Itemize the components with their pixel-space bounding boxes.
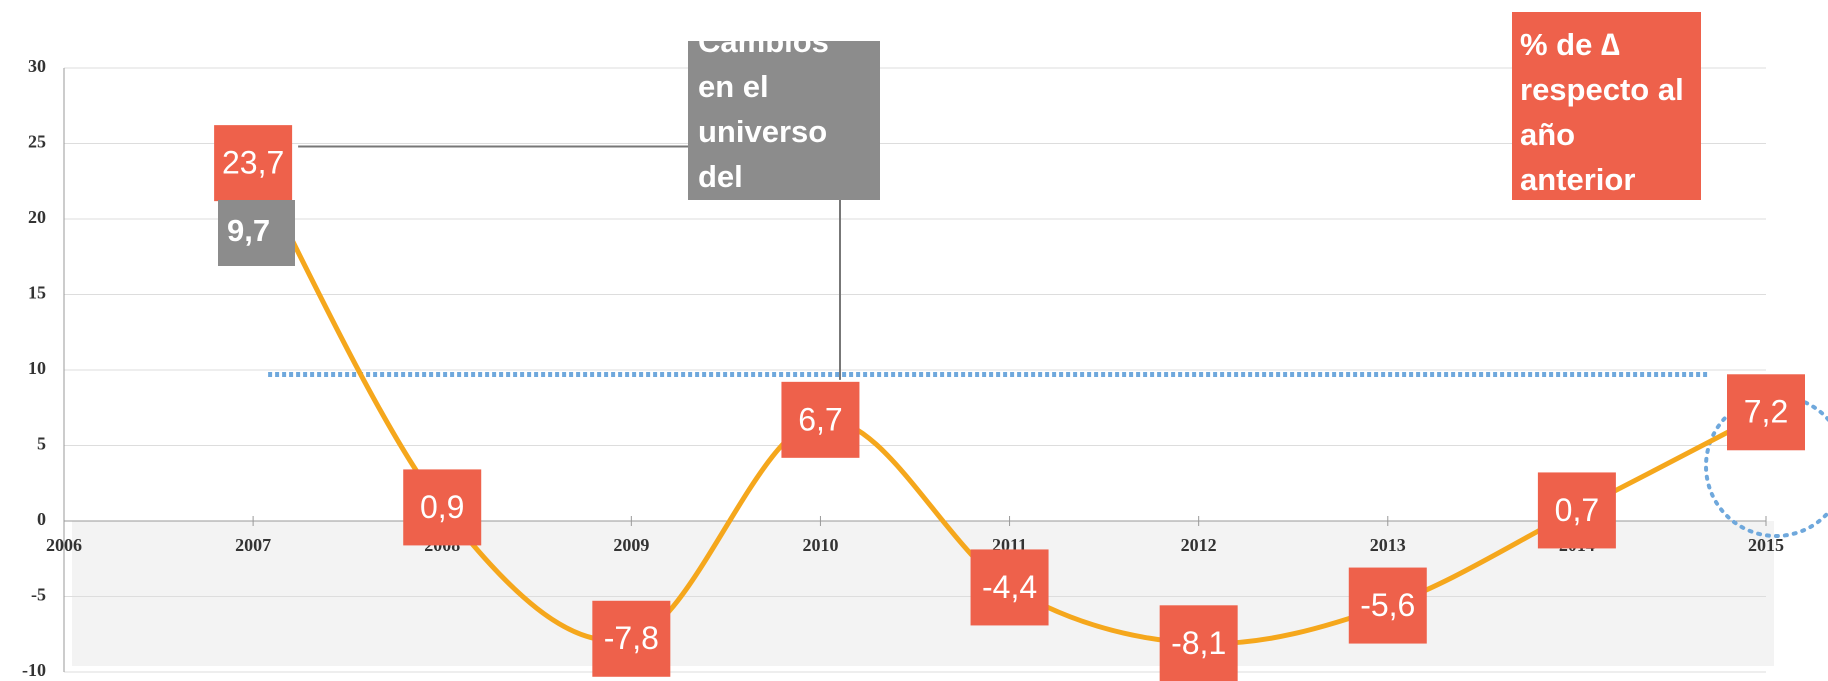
- data-box: [781, 381, 860, 458]
- negative-band: [72, 521, 1774, 666]
- legend-note: % de ∆ respecto al año anterior: [1512, 12, 1701, 200]
- data-label: 0,7: [1555, 492, 1599, 528]
- reference-label: 9,7: [218, 200, 295, 266]
- y-tick-label: 15: [28, 283, 46, 303]
- data-box: [1537, 472, 1616, 549]
- x-tick-label: 2009: [613, 535, 649, 555]
- y-tick-label: 25: [28, 132, 46, 152]
- data-label: -8,1: [1171, 625, 1226, 661]
- y-tick-label: 30: [28, 56, 46, 76]
- data-box: [592, 600, 671, 677]
- y-tick-label: 10: [28, 358, 46, 378]
- x-tick-label: 2013: [1370, 535, 1406, 555]
- data-box: [1727, 374, 1805, 451]
- x-tick-label: 2015: [1748, 535, 1784, 555]
- x-tick-label: 2012: [1181, 535, 1217, 555]
- data-label: -4,4: [982, 569, 1037, 605]
- data-label: 7,2: [1744, 394, 1788, 430]
- data-box: [1159, 605, 1238, 681]
- data-box: [970, 549, 1049, 626]
- y-tick-label: -5: [31, 585, 46, 605]
- data-box: [1348, 567, 1427, 644]
- x-tick-label: 2010: [802, 535, 838, 555]
- data-label: 23,7: [222, 145, 284, 181]
- annotation: Cambios en el universo del: [698, 41, 829, 194]
- y-tick-label: 0: [37, 509, 46, 529]
- x-tick-label: 2006: [46, 535, 82, 555]
- y-tick-label: 5: [37, 434, 46, 454]
- data-label: -5,6: [1360, 587, 1415, 623]
- x-tick-label: 2007: [235, 535, 271, 555]
- data-label: -7,8: [604, 620, 659, 656]
- data-label: 0,9: [420, 489, 464, 525]
- data-box: [214, 125, 293, 202]
- y-tick-label: -10: [22, 660, 46, 680]
- data-box: [403, 469, 482, 546]
- y-tick-label: 20: [28, 207, 46, 227]
- annotation-box: Cambios en el universo del: [688, 41, 880, 200]
- highlight-circle: [1704, 394, 1828, 538]
- data-label: 6,7: [798, 401, 842, 437]
